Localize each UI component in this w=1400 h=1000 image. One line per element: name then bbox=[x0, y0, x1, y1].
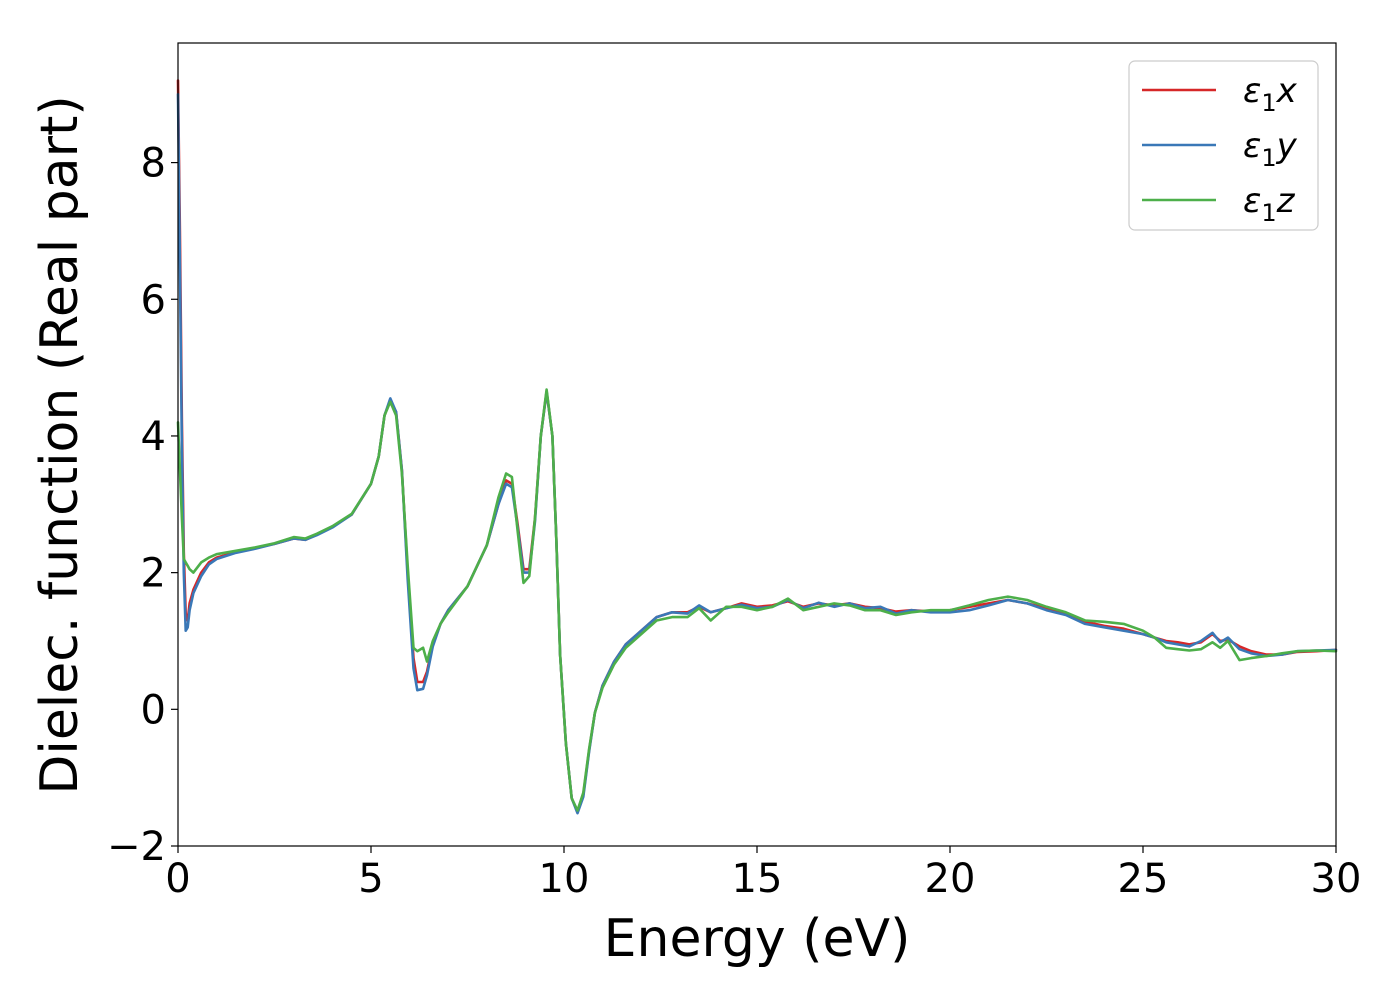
series-line-3 bbox=[176, 388, 1338, 812]
legend-label-3: ε1z bbox=[1243, 181, 1296, 227]
y-tick-label: 2 bbox=[141, 551, 166, 597]
y-tick-label: −2 bbox=[107, 824, 166, 870]
x-axis-label: Energy (eV) bbox=[604, 909, 911, 969]
y-tick-label: 6 bbox=[141, 277, 166, 323]
plot-frame bbox=[177, 42, 1337, 847]
y-axis-label: Dielec. function (Real part) bbox=[30, 95, 90, 794]
x-tick-label: 10 bbox=[539, 856, 590, 902]
x-tick-label: 25 bbox=[1118, 856, 1169, 902]
y-tick-label: 0 bbox=[141, 687, 166, 733]
series-layer bbox=[176, 79, 1338, 815]
x-tick-label: 20 bbox=[925, 856, 976, 902]
legend-box bbox=[1128, 60, 1319, 231]
x-tick-label: 5 bbox=[358, 856, 383, 902]
x-tick-label: 0 bbox=[165, 856, 190, 902]
legend-label-1: ε1x bbox=[1243, 71, 1298, 117]
legend: ε1x ε1y ε1z bbox=[1128, 60, 1319, 231]
x-tick-label: 15 bbox=[732, 856, 783, 902]
x-tick-label: 30 bbox=[1311, 856, 1362, 902]
legend-label-2: ε1y bbox=[1243, 126, 1298, 172]
y-tick-label: 8 bbox=[141, 141, 166, 187]
y-tick-label: 4 bbox=[141, 414, 166, 460]
